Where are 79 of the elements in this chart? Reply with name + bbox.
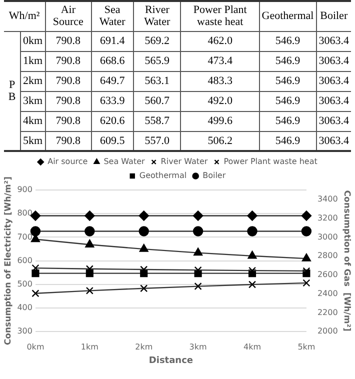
- annotation: P B: [7, 78, 17, 105]
- y2-tick-label: 3000: [317, 232, 338, 242]
- y-tick-label: 1km: [20, 51, 46, 71]
- data-label: 560.7: [133, 91, 181, 111]
- data-label: 565.9: [133, 51, 181, 71]
- data-label: 546.9: [259, 31, 316, 51]
- y-axis-title: Consumption of Electricity [Wh/m²]: [3, 176, 14, 346]
- data-label: 609.5: [91, 131, 134, 151]
- data-label: 3063.4: [316, 31, 351, 51]
- y-tick-label: 400: [17, 303, 32, 312]
- x-tick-label: Sea Water: [91, 1, 134, 31]
- data-label: 668.6: [91, 51, 134, 71]
- x-tick-label: 5km: [298, 342, 316, 352]
- data-label: 790.8: [45, 51, 92, 71]
- y-tick-label: 4km: [20, 111, 46, 131]
- data-label: 790.8: [45, 71, 92, 91]
- data-label: 649.7: [91, 71, 134, 91]
- data-label: 790.8: [45, 91, 92, 111]
- y-tick-label: 2km: [20, 71, 46, 91]
- data-label: 546.9: [259, 51, 316, 71]
- y2-tick-label: 2000: [317, 326, 338, 336]
- y-tick-label: 3km: [20, 91, 46, 111]
- data-label: 3063.4: [316, 51, 351, 71]
- x-tick-label: 2km: [135, 342, 153, 352]
- data-label: 546.9: [259, 91, 316, 111]
- data-label: 3063.4: [316, 111, 351, 131]
- data-label: 473.4: [180, 51, 260, 71]
- data-label: 499.6: [180, 111, 260, 131]
- x-tick-label: 3km: [189, 342, 208, 352]
- y-tick-label: 900: [17, 185, 32, 194]
- data-label: 546.9: [259, 111, 316, 131]
- data-label: 563.1: [133, 71, 181, 91]
- y2-tick-label: 2200: [317, 308, 338, 317]
- data-label: 557.0: [133, 131, 181, 151]
- y-tick-label: 300: [17, 326, 32, 336]
- data-label: 790.8: [45, 131, 92, 151]
- y2-axis-title: Consumption of Gas [Wh/m²]: [342, 190, 352, 332]
- y-tick-label: 5km: [20, 131, 46, 151]
- y2-tick-label: 2800: [317, 251, 338, 260]
- legend-label: Power Plant waste heat: [224, 157, 318, 166]
- x-tick-label: 1km: [80, 342, 99, 352]
- data-label: 3063.4: [316, 131, 351, 151]
- data-label: 790.8: [45, 31, 92, 51]
- y2-tick-label: 3400: [317, 194, 338, 204]
- data-label: 492.0: [180, 91, 260, 111]
- x-tick-label: Geothermal: [259, 1, 316, 31]
- y2-tick-label: 2600: [317, 270, 338, 280]
- data-label: 483.3: [180, 71, 260, 91]
- y2-tick-label: 2400: [317, 288, 338, 298]
- legend-label: Sea Water: [104, 157, 146, 166]
- data-label: 790.8: [45, 111, 92, 131]
- legend-label: River Water: [160, 157, 208, 166]
- y-tick-label: 700: [17, 232, 32, 242]
- data-label: 3063.4: [316, 71, 351, 91]
- x-axis-title: Distance: [148, 356, 194, 366]
- legend-label: Geothermal: [139, 171, 187, 180]
- x-tick-label: River Water: [133, 1, 181, 31]
- x-tick-label: Boiler: [316, 1, 351, 31]
- data-label: 546.9: [259, 71, 316, 91]
- text: Wh/m²: [4, 1, 46, 31]
- data-label: 633.9: [91, 91, 134, 111]
- x-tick-label: Air Source: [45, 1, 92, 31]
- y2-tick-label: 3200: [317, 213, 338, 222]
- legend-label: Air source: [48, 157, 88, 166]
- data-label: 569.2: [133, 31, 181, 51]
- y-tick-label: 0km: [20, 31, 46, 51]
- data-label: 558.7: [133, 111, 181, 131]
- x-tick-label: Power Plant waste heat: [180, 1, 260, 31]
- y-tick-label: 600: [17, 256, 32, 265]
- data-label: 620.6: [91, 111, 134, 131]
- y-tick-label: 500: [17, 279, 32, 288]
- data-label: 691.4: [91, 31, 134, 51]
- data-label: 3063.4: [316, 91, 351, 111]
- data-label: 546.9: [259, 131, 316, 151]
- x-tick-label: 4km: [243, 342, 262, 352]
- data-label: 506.2: [180, 131, 260, 151]
- y-tick-label: 800: [17, 208, 32, 218]
- legend-label: Boiler: [202, 171, 226, 180]
- data-label: 462.0: [180, 31, 260, 51]
